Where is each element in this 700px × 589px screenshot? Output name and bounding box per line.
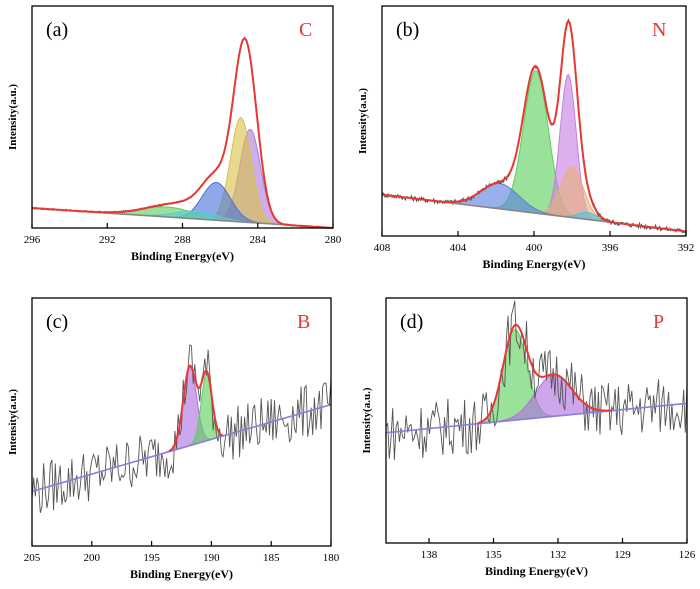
background-line — [31, 403, 332, 493]
x-tick-label: 392 — [678, 242, 695, 254]
x-axis-label: Binding Energy(eV) — [485, 564, 588, 578]
x-axis-label: Binding Energy(eV) — [130, 567, 233, 581]
component-peak-c-3 — [31, 181, 334, 229]
x-tick-label: 400 — [526, 242, 543, 254]
y-axis-label: Intensity(a.u.) — [7, 389, 19, 455]
component-peak-n-1 — [381, 70, 687, 232]
x-tick-label: 408 — [374, 242, 391, 254]
x-tick-label: 396 — [602, 242, 619, 254]
fit-envelope-line — [31, 37, 334, 229]
panel-n: 408 404 400 396 392 Binding Energy(eV) Intensi… — [357, 5, 695, 271]
element-label: C — [299, 19, 312, 41]
panel-p: 138 135 132 129 126 Binding Energy(eV) Intensi… — [361, 297, 696, 578]
x-tick-label: 200 — [84, 552, 101, 564]
panel-c: 296 292 288 284 280 Binding Energy(eV) Intensi… — [7, 5, 342, 263]
x-tick-label: 404 — [450, 242, 467, 254]
y-axis-label: Intensity(a.u.) — [357, 88, 369, 154]
x-axis-label: Binding Energy(eV) — [482, 257, 585, 271]
x-tick-label: 280 — [325, 234, 342, 246]
x-tick-label: 195 — [143, 552, 160, 564]
x-tick-label: 205 — [24, 552, 41, 564]
panel-b: 205 200 195 190 185 180 Binding Energy(eV) Inte… — [7, 297, 340, 581]
panel-label: (d) — [400, 311, 423, 333]
element-label: P — [653, 311, 664, 333]
fit-envelope-line — [477, 323, 612, 425]
plot-frame — [31, 5, 334, 229]
x-tick-label: 296 — [24, 234, 41, 246]
x-tick-label: 284 — [250, 234, 267, 246]
x-tick-label: 292 — [99, 234, 116, 246]
y-axis-label: Intensity(a.u.) — [7, 84, 19, 150]
y-axis-label: Intensity(a.u.) — [361, 387, 373, 453]
x-tick-label: 180 — [323, 552, 340, 564]
background-line — [385, 402, 688, 434]
fit-envelope-line — [168, 364, 223, 452]
x-tick-label: 190 — [203, 552, 220, 564]
panel-label: (c) — [46, 311, 68, 333]
x-tick-label: 132 — [550, 549, 567, 561]
panel-label: (b) — [396, 19, 419, 41]
raw-data-line — [385, 300, 688, 460]
raw-data-line — [32, 36, 334, 230]
x-tick-label: 138 — [421, 549, 438, 561]
x-tick-label: 288 — [174, 234, 191, 246]
element-label: N — [652, 19, 666, 41]
x-tick-label: 126 — [679, 549, 696, 561]
x-tick-label: 129 — [614, 549, 631, 561]
x-tick-label: 185 — [263, 552, 280, 564]
fit-envelope-line — [381, 19, 687, 233]
x-axis-label: Binding Energy(eV) — [131, 249, 234, 263]
element-label: B — [297, 311, 310, 333]
plot-frame — [31, 297, 332, 547]
x-tick-label: 135 — [485, 549, 502, 561]
plot-frame — [385, 297, 688, 544]
panel-label: (a) — [46, 19, 68, 41]
raw-data-line — [31, 344, 332, 514]
